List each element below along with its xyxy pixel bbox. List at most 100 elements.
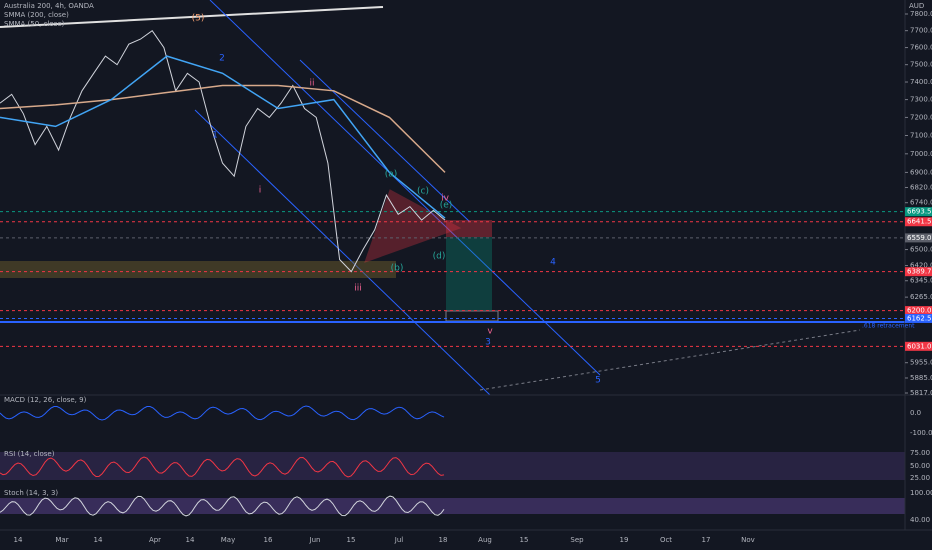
y-tick-label: 6740.0 [910, 199, 932, 207]
currency: AUD [909, 2, 924, 10]
wave-label: (c) [417, 187, 429, 197]
series-line [0, 55, 446, 219]
rsi-band [0, 452, 905, 480]
y-tick-label: 7400.0 [910, 78, 932, 86]
indicator-line [0, 495, 445, 517]
price-tag [905, 217, 932, 227]
price-tag-label: 6693.5 [907, 208, 932, 216]
x-tick-label: 19 [620, 536, 629, 544]
y-tick-label: 7600.0 [910, 44, 932, 52]
triangle [364, 189, 462, 263]
symbol: Australia 200, 4h, OANDA [4, 2, 94, 10]
wave-label: (e) [440, 201, 453, 211]
y-tick-label: 7700.0 [910, 27, 932, 35]
indicator-line [0, 456, 445, 478]
x-tick-label: Mar [55, 536, 68, 544]
y-tick-label: 7300.0 [910, 96, 932, 104]
price-tag [905, 306, 932, 316]
price-tag-label: 6559.0 [907, 234, 932, 242]
x-tick-label: Sep [570, 536, 584, 544]
y-tick-label: 5885.0 [910, 374, 932, 382]
y-tick-label: 6420.0 [910, 262, 932, 270]
series-line [0, 84, 446, 173]
wave-label: iv [441, 194, 450, 204]
y-tick-label: 7100.0 [910, 131, 932, 139]
panel-title: Stoch (14, 3, 3) [4, 489, 58, 497]
y-tick-label: 6820.0 [910, 183, 932, 191]
wave-label: ii [309, 79, 314, 89]
y-tick-label: 5955.0 [910, 359, 932, 367]
stop-zone [446, 220, 492, 237]
channel-line [209, 0, 601, 376]
x-tick-label: 18 [439, 536, 448, 544]
wave-label: v [487, 327, 493, 337]
x-tick-label: 15 [347, 536, 356, 544]
wave-label: i [259, 186, 262, 196]
panel-tick: 40.00 [910, 516, 930, 524]
price-tag [905, 207, 932, 217]
series-line [0, 29, 446, 273]
price-tag-label: 6031.0 [907, 342, 932, 350]
y-tick-label: 6265.0 [910, 293, 932, 301]
trendline [0, 6, 384, 28]
y-tick-label: 7000.0 [910, 150, 932, 158]
price-tag-label: 6641.5 [907, 218, 932, 226]
price-tag-label: 6162.5 [907, 314, 932, 322]
wave-label: (a) [385, 170, 398, 180]
price-tag [905, 341, 932, 351]
price-tag [905, 233, 932, 243]
y-tick-label: 7800.0 [910, 10, 932, 18]
panel-title: MACD (12, 26, close, 9) [4, 396, 87, 404]
panel-tick: 100.00 [910, 489, 932, 497]
channel-line [299, 59, 471, 223]
y-tick-label: 7200.0 [910, 113, 932, 121]
channel-line [194, 109, 491, 396]
x-tick-label: Oct [660, 536, 672, 544]
panel-tick: 0.0 [910, 409, 921, 417]
price-tag-label: 6200.0 [907, 307, 932, 315]
dashed-line [479, 329, 861, 391]
x-tick-label: 14 [14, 536, 23, 544]
y-tick-label: 6500.0 [910, 246, 932, 254]
x-tick-label: 14 [94, 536, 103, 544]
x-tick-label: Aug [478, 536, 492, 544]
study: SMMA (50, close) [4, 20, 65, 28]
y-tick-label: 5817.0 [910, 389, 932, 397]
panel-tick: 50.00 [910, 462, 930, 470]
panel-tick: 75.00 [910, 449, 930, 457]
wave-label: 3 [485, 338, 491, 348]
target-zone [446, 237, 492, 311]
x-tick-label: 14 [186, 536, 195, 544]
x-tick-label: 16 [264, 536, 273, 544]
y-tick-label: 6900.0 [910, 168, 932, 176]
x-tick-label: 15 [520, 536, 529, 544]
wave-label: 4 [550, 258, 556, 268]
panel-tick: 25.00 [910, 474, 930, 482]
stoch-band [0, 498, 905, 514]
panel-tick: -100.0 [910, 429, 932, 437]
price-tag [905, 313, 932, 323]
x-tick-label: May [221, 536, 235, 544]
y-tick-label: 6345.0 [910, 277, 932, 285]
wave-label: 2 [219, 54, 225, 64]
zone [0, 261, 396, 278]
indicator-line [0, 405, 445, 421]
x-tick-label: Apr [149, 536, 161, 544]
price-tag-label: 6389.7 [907, 268, 932, 276]
x-tick-label: Nov [741, 536, 755, 544]
retracement-label: .618 retracement [862, 323, 915, 330]
study: SMMA (200, close) [4, 11, 69, 19]
wave-label: iii [354, 284, 362, 294]
panel-title: RSI (14, close) [4, 450, 55, 458]
x-tick-label: 17 [702, 536, 711, 544]
wave-label: (b) [391, 264, 404, 274]
x-tick-label: Jun [309, 536, 321, 544]
price-tag [905, 267, 932, 277]
wave-label: (d) [433, 252, 446, 262]
wave-label: 5 [595, 376, 601, 386]
wave-label: (5) [192, 14, 205, 24]
wave-label: 1 [212, 131, 218, 141]
x-tick-label: Jul [394, 536, 404, 544]
y-tick-label: 7500.0 [910, 61, 932, 69]
